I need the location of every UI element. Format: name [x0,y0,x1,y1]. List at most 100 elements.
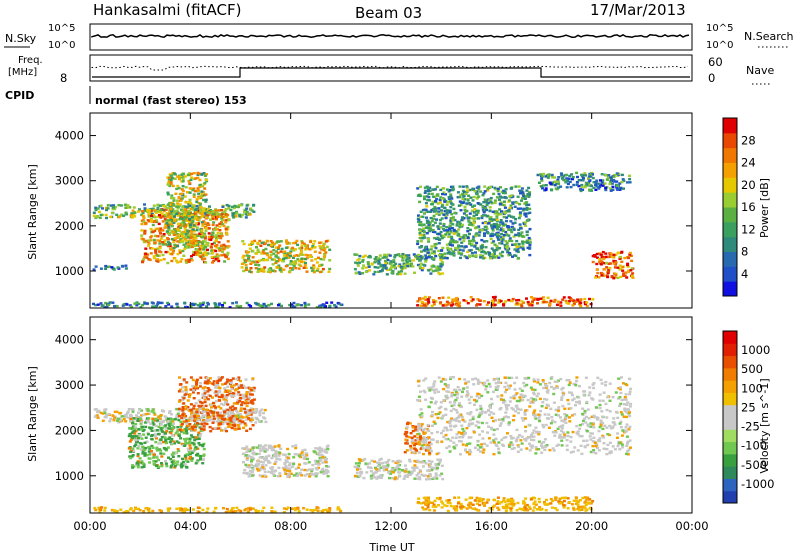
heatmap-cell [493,303,497,306]
heatmap-cell [623,256,627,260]
heatmap-cell [237,376,241,379]
heatmap-cell [153,229,157,233]
heatmap-cell [248,387,252,390]
heatmap-cell [435,218,438,221]
heatmap-cell [97,409,101,413]
heatmap-cell [162,440,165,444]
heatmap-cell [584,174,588,177]
heatmap-cell [418,223,422,227]
heatmap-cell [321,456,325,459]
heatmap-cell [175,302,179,306]
heatmap-cell [523,212,527,216]
heatmap-cell [499,253,503,256]
heatmap-cell [212,221,216,224]
heatmap-cell [483,214,487,217]
heatmap-cell [181,249,185,253]
heatmap-cell [147,213,151,216]
heatmap-cell [628,181,632,184]
heatmap-cell [608,266,612,270]
heatmap-cell [582,177,585,180]
heatmap-cell [300,468,304,471]
heatmap-cell [139,416,143,419]
heatmap-cell [143,448,147,452]
heatmap-cell [447,233,451,236]
heatmap-cell [363,457,367,461]
nsearch-label: N.Search [744,30,794,43]
heatmap-cell [146,412,150,416]
heatmap-cell [252,386,256,390]
heatmap-cell [259,244,263,247]
heatmap-cell [160,212,164,215]
heatmap-cell [191,206,194,209]
heatmap-cell [485,203,489,207]
heatmap-cell [237,427,241,430]
heatmap-cell [197,189,201,192]
heatmap-cell [170,224,174,228]
heatmap-cell [440,217,444,220]
heatmap-cell [274,469,278,472]
heatmap-cell [449,243,453,247]
heatmap-cell [191,435,195,439]
beam-title: Beam 03 [355,4,422,22]
heatmap-cell [509,220,513,223]
heatmap-cell [425,216,428,219]
heatmap-cell [262,249,266,252]
heatmap-cell [244,259,248,262]
heatmap-cell [146,420,150,423]
nsearch-tick-top: 10^5 [706,23,733,34]
heatmap-cell [579,188,583,191]
heatmap-cell [181,189,185,193]
heatmap-cell [501,222,505,225]
heatmap-cell [104,206,108,210]
heatmap-cell [439,188,443,192]
heatmap-cell [439,301,443,304]
heatmap-cell [519,207,523,210]
heatmap-cell [124,420,128,423]
heatmap-cell [312,266,316,269]
heatmap-cell [381,269,384,272]
heatmap-cell [263,408,267,412]
heatmap-cell [228,425,232,428]
heatmap-cell [432,265,436,268]
heatmap-cell [155,449,159,452]
heatmap-cell [168,440,172,444]
heatmap-cell [364,266,368,269]
heatmap-cell [434,199,437,203]
heatmap-cell [212,411,216,414]
heatmap-cell [223,390,227,394]
heatmap-cell [104,213,108,217]
heatmap-cell [149,252,153,255]
heatmap-cell [504,239,508,243]
heatmap-cell [429,474,432,477]
heatmap-cell [281,466,285,469]
heatmap-cell [170,194,174,197]
heatmap-cell [437,210,441,213]
heatmap-cell [515,302,519,305]
heatmap-cell [316,267,320,270]
heatmap-cell [528,192,531,195]
heatmap-cell [258,447,262,450]
heatmap-cell [313,450,317,454]
heatmap-cell [533,297,537,300]
heatmap-cell [518,214,522,217]
colorbar-segment [723,221,737,238]
heatmap-cell [255,446,259,449]
heatmap-cell [297,473,301,476]
heatmap-cell [215,211,219,214]
heatmap-cell [142,413,146,416]
heatmap-cell [420,257,424,260]
heatmap-cell [140,222,144,226]
heatmap-cell [259,269,263,273]
heatmap-cell [308,255,312,258]
heatmap-cell [477,195,481,198]
heatmap-cell [146,409,150,412]
heatmap-cell [212,380,216,383]
heatmap-cell [157,254,161,257]
heatmap-cell [187,239,191,242]
heatmap-cell [148,461,152,464]
heatmap-cell [317,452,321,455]
heatmap-cell [221,422,225,426]
heatmap-cell [248,411,252,415]
heatmap-cell [282,453,286,456]
heatmap-cell [215,420,219,423]
